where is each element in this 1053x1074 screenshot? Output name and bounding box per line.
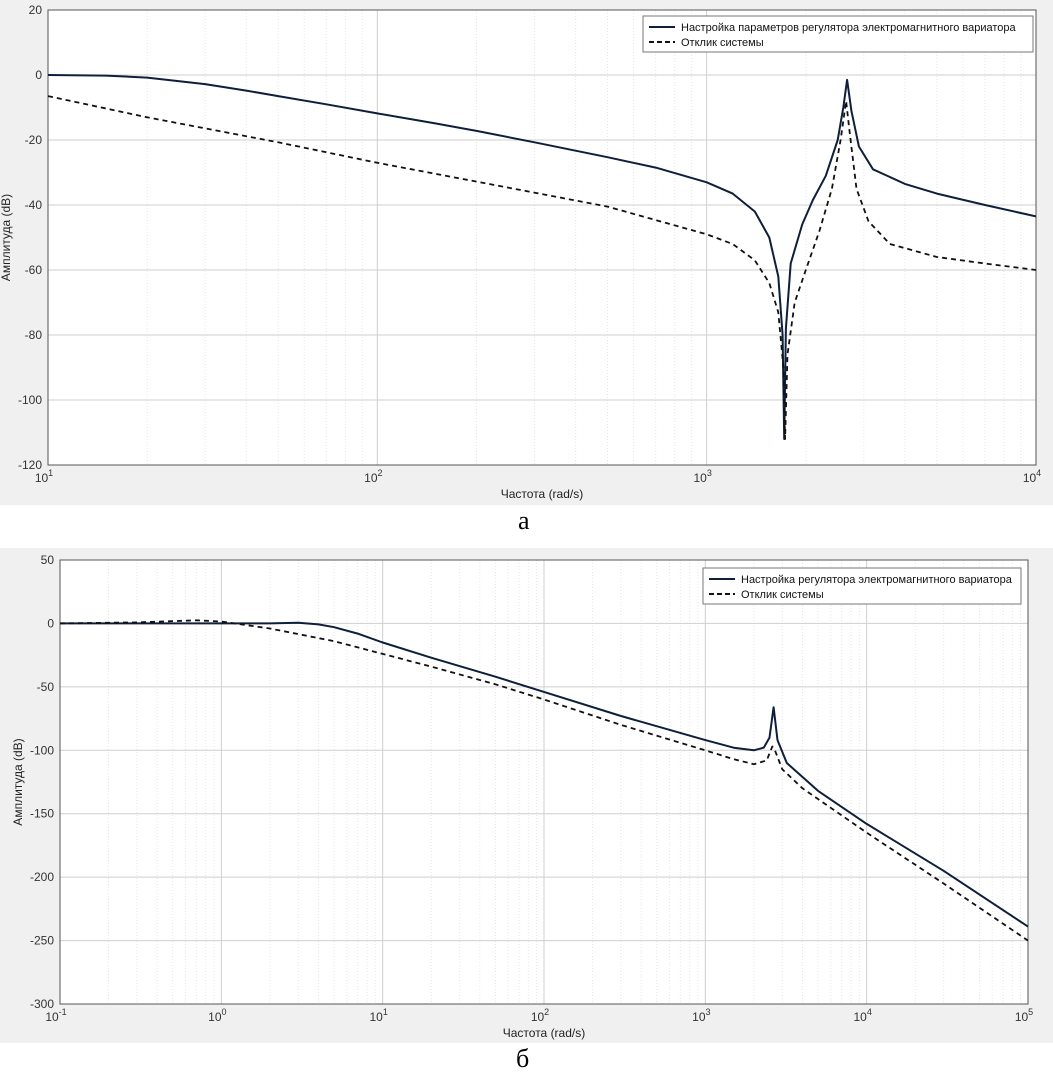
caption-b: б	[516, 1044, 530, 1073]
series-line-tuning	[48, 74, 1036, 440]
y-tick-label: 0	[47, 616, 54, 630]
x-tick-label: 103	[693, 468, 711, 485]
x-tick-label: 104	[1023, 468, 1041, 485]
axes-frame	[59, 559, 1029, 1005]
y-tick-label: -80	[25, 328, 43, 342]
y-tick-label: 50	[41, 553, 55, 567]
caption-a: а	[518, 506, 530, 535]
y-tick-label: -20	[25, 133, 43, 147]
legend-box	[642, 15, 1034, 53]
y-tick-label: -50	[37, 680, 55, 694]
x-tick-label: 103	[692, 1007, 710, 1024]
legend: Настройка параметров регулятора электром…	[642, 15, 1034, 53]
x-tick-label: 104	[853, 1007, 871, 1024]
x-tick-label: 102	[364, 468, 382, 485]
y-tick-label: -200	[30, 870, 54, 884]
legend-label: Настройка параметров регулятора электром…	[681, 22, 1017, 34]
y-tick-label: 20	[29, 3, 43, 17]
axes-frame	[47, 9, 1037, 466]
y-tick-label: -120	[18, 458, 42, 472]
x-tick-label: 100	[208, 1007, 226, 1024]
x-tick-label: 101	[369, 1007, 387, 1024]
legend-label: Отклик системы	[741, 589, 824, 601]
legend-box	[702, 567, 1022, 605]
y-tick-label: 0	[35, 68, 42, 82]
y-tick-label: -150	[30, 807, 54, 821]
x-axis-label: Частота (rad/s)	[501, 487, 583, 501]
y-tick-label: -300	[30, 997, 54, 1011]
legend: Настройка регулятора электромагнитного в…	[702, 567, 1022, 605]
chart-panel-b: 50 0 -50 -100 -150 -200 -250 -300 10-1 100 101 102 1…	[0, 548, 1053, 1073]
y-axis-label: Амплитуда (dB)	[11, 738, 25, 825]
x-axis-label: Частота (rad/s)	[503, 1026, 585, 1040]
series-line-tuning	[60, 621, 1028, 928]
y-tick-label: -40	[25, 198, 43, 212]
series-group	[60, 619, 1028, 942]
x-tick-label: 10-1	[45, 1007, 66, 1024]
y-tick-label: -60	[25, 263, 43, 277]
y-axis-label: Амплитуда (dB)	[0, 194, 13, 281]
grid	[59, 559, 1029, 1005]
legend-label: Настройка регулятора электромагнитного в…	[741, 574, 1013, 586]
chart-panel-a: 20 0 -20 -40 -60 -80 -100 -120 101 102 103 104 Часто…	[0, 0, 1053, 535]
y-tick-label: -100	[30, 743, 54, 757]
x-tick-label: 105	[1015, 1007, 1033, 1024]
series-line-response	[48, 95, 1036, 440]
y-tick-label: -100	[18, 393, 42, 407]
x-tick-label: 102	[531, 1007, 549, 1024]
legend-label: Отклик системы	[681, 37, 764, 49]
axes-background	[48, 10, 1036, 465]
y-tick-label: -250	[30, 934, 54, 948]
series-group	[48, 74, 1036, 440]
x-tick-label: 101	[35, 468, 53, 485]
